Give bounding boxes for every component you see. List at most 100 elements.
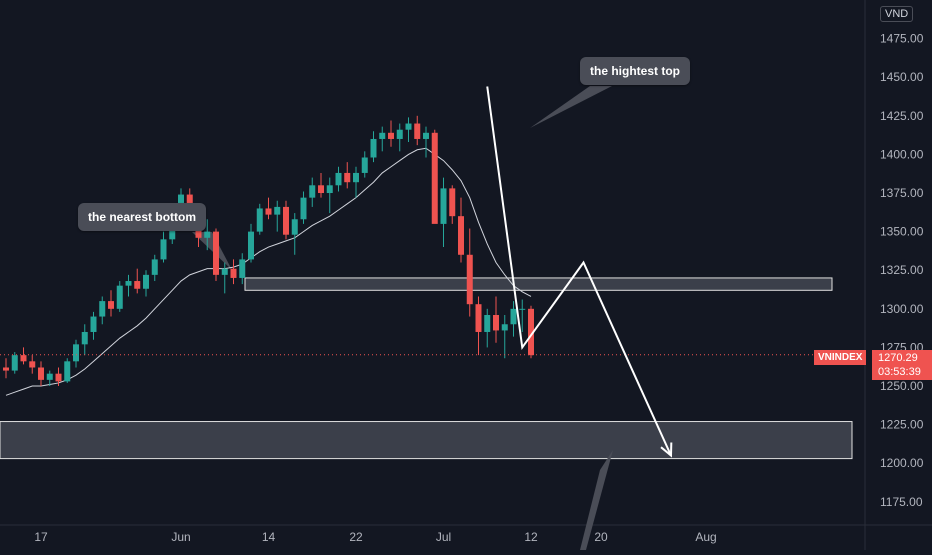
- y-tick-label: 1300.00: [880, 302, 924, 316]
- x-tick-label: 22: [349, 530, 363, 544]
- candle: [256, 203, 263, 235]
- candle: [116, 281, 123, 312]
- moving-average-line: [5, 147, 532, 396]
- candle: [291, 213, 298, 255]
- candle-body: [466, 254, 473, 305]
- candle-body: [64, 361, 71, 382]
- candle: [335, 166, 342, 192]
- candle-body: [440, 188, 447, 224]
- candle-body: [116, 285, 123, 309]
- candle-body: [353, 172, 359, 183]
- candle-body: [11, 355, 18, 371]
- candle-body: [38, 367, 44, 380]
- candle: [370, 131, 377, 163]
- candle: [29, 355, 36, 374]
- candle: [405, 117, 412, 143]
- candle-body: [81, 331, 88, 345]
- candle: [326, 177, 333, 214]
- y-tick-label: 1425.00: [880, 109, 924, 123]
- callout-nearest-bottom: the nearest bottom: [78, 203, 207, 231]
- candle: [519, 299, 526, 332]
- candle-body: [370, 138, 377, 158]
- candle-body: [475, 304, 482, 332]
- y-tick-label: 1250.00: [880, 379, 924, 393]
- candle: [151, 254, 158, 282]
- candle: [300, 191, 307, 224]
- candle: [510, 301, 517, 337]
- last-price-tag: 1270.29 03:53:39: [872, 350, 932, 380]
- candle-body: [291, 219, 298, 235]
- candle: [90, 311, 97, 340]
- candle-body: [73, 344, 79, 362]
- candle: [458, 197, 464, 263]
- candle: [440, 177, 447, 248]
- support-zone: [244, 277, 833, 291]
- candle: [423, 126, 429, 158]
- candle: [528, 305, 534, 359]
- x-tick-label: Jun: [171, 530, 190, 544]
- candle: [11, 352, 18, 374]
- projection-path: [486, 86, 672, 456]
- callout-pointer: [530, 86, 612, 128]
- candle: [73, 339, 79, 368]
- candle-body: [405, 123, 412, 130]
- candle-body: [493, 315, 499, 331]
- candle-body: [99, 301, 106, 317]
- candle-body: [151, 259, 158, 275]
- candle-body: [388, 132, 394, 139]
- candle: [466, 228, 473, 317]
- candle-body: [230, 268, 237, 278]
- y-tick-label: 1475.00: [880, 32, 924, 46]
- candle: [414, 115, 421, 146]
- candle: [20, 347, 27, 365]
- x-tick-label: 12: [524, 530, 538, 544]
- candle: [213, 228, 219, 282]
- symbol-tag: VNINDEX: [814, 350, 867, 365]
- candle: [143, 270, 149, 297]
- candle: [230, 259, 237, 285]
- candle: [134, 268, 141, 294]
- candle: [55, 367, 62, 387]
- candle: [81, 324, 88, 356]
- candle: [379, 126, 386, 152]
- candle-body: [221, 268, 228, 275]
- candle-body: [528, 308, 534, 356]
- candle-body: [20, 355, 27, 362]
- y-tick-label: 1375.00: [880, 186, 924, 200]
- candle-body: [318, 185, 324, 194]
- candle: [64, 358, 71, 383]
- candle-body: [344, 172, 351, 183]
- candle: [283, 200, 289, 240]
- candle-body: [510, 308, 517, 325]
- candle: [344, 162, 351, 189]
- y-tick-label: 1225.00: [880, 418, 924, 432]
- candle: [309, 177, 316, 207]
- candle-body: [519, 308, 526, 310]
- x-tick-label: Jul: [436, 530, 451, 544]
- y-tick-label: 1400.00: [880, 147, 924, 161]
- candle-body: [143, 274, 149, 289]
- candle: [221, 262, 228, 294]
- candle: [484, 308, 491, 348]
- y-tick-label: 1450.00: [880, 70, 924, 84]
- candle: [108, 290, 114, 317]
- candle-body: [160, 239, 167, 260]
- candle: [248, 223, 254, 263]
- candle: [265, 197, 272, 220]
- candle: [388, 120, 394, 147]
- candle-body: [423, 132, 429, 139]
- candle-body: [29, 361, 36, 368]
- projection-arrowhead: [660, 442, 673, 458]
- candle-body: [449, 188, 456, 217]
- y-tick-label: 1175.00: [880, 495, 923, 509]
- candle-body: [274, 206, 281, 215]
- candle: [3, 358, 9, 379]
- candle: [431, 129, 438, 224]
- candle: [99, 296, 106, 325]
- candle: [46, 370, 53, 387]
- y-tick-label: 1200.00: [880, 456, 924, 470]
- currency-badge[interactable]: VND: [880, 6, 914, 22]
- candle-body: [283, 206, 289, 235]
